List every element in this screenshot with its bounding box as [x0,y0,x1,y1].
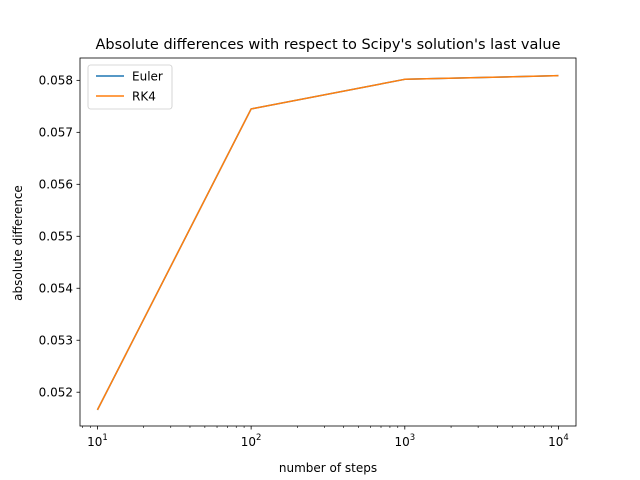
y-tick-label: 0.058 [39,74,73,88]
plot-area: 101 102 103 1040.0520.0530.0540.0550.0560.0… [39,57,577,449]
x-tick-label-exponent: 3 [410,433,415,443]
y-tick-label: 0.054 [39,282,73,296]
y-tick-label: 0.057 [39,126,73,140]
axes-frame [79,57,577,427]
y-tick-label: 0.056 [39,178,73,192]
x-tick-label-base: 10 [87,435,102,449]
x-tick-label-base: 10 [548,435,563,449]
y-tick-label: 0.052 [39,386,73,400]
legend-label-euler: Euler [132,69,163,83]
chart-title: Absolute differences with respect to Sci… [95,37,560,53]
x-tick-label-exponent: 1 [102,433,107,443]
x-tick-label: 104 [548,433,569,449]
x-axis-label: number of steps [279,461,377,475]
series-line-rk4 [96,74,559,411]
x-tick-label-exponent: 4 [563,433,568,443]
x-tick-label: 102 [241,433,262,449]
y-tick-label: 0.053 [39,334,73,348]
x-tick-label-base: 10 [241,435,256,449]
y-axis-label: absolute difference [11,185,25,301]
x-tick-label: 101 [87,433,108,449]
x-tick-label-exponent: 2 [256,433,261,443]
legend-label-rk4: RK4 [132,89,156,103]
y-tick-label: 0.055 [39,230,73,244]
x-tick-label: 103 [394,433,415,449]
x-tick-label-base: 10 [394,435,409,449]
